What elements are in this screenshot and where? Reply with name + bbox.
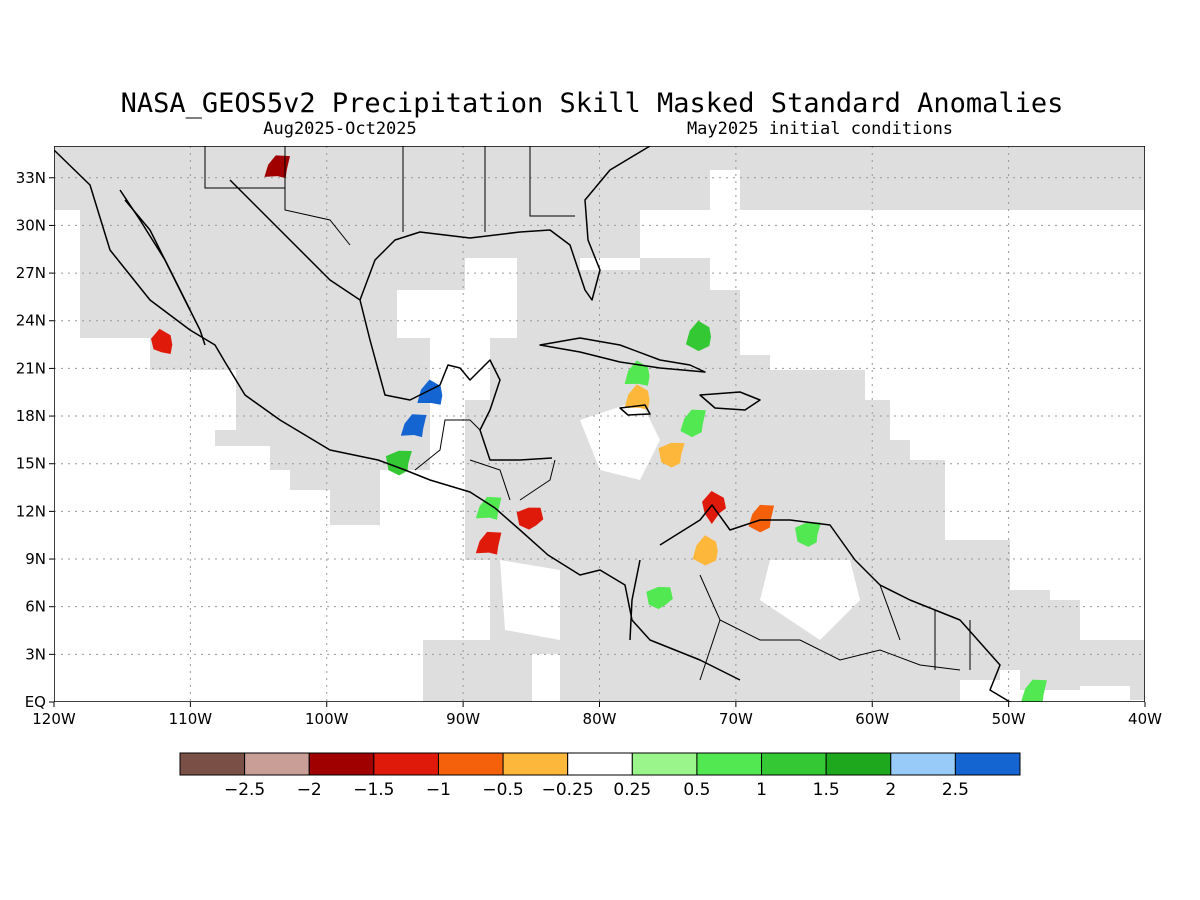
colorbar-label: 2.5 [942, 780, 969, 800]
colorbar-swatch [954, 752, 1021, 776]
colorbar-swatch [179, 752, 246, 776]
lon-tick-label: 70W [719, 710, 753, 728]
lat-tick-label: 30N [16, 216, 46, 234]
lon-tick-label: 90W [446, 710, 480, 728]
anomaly-patch [151, 328, 173, 354]
border-south-america [699, 574, 971, 681]
anomaly-patch [680, 409, 706, 438]
lon-tick-label: 80W [583, 710, 617, 728]
coastline-cuba [539, 337, 706, 373]
lon-tick-label: 120W [32, 710, 76, 728]
lat-tick-label: 9N [25, 550, 46, 568]
colorbar-label: 2 [885, 780, 896, 800]
lat-tick-label: 33N [16, 169, 46, 187]
lon-tick-label: 100W [305, 710, 349, 728]
anomaly-patch [475, 531, 502, 555]
mask-region-northeast [710, 146, 1145, 210]
colorbar-swatch [631, 752, 698, 776]
colorbar-label: 0.25 [613, 780, 651, 800]
coastline-south-america-north [659, 504, 1011, 702]
coastline-gulf-of-mexico [229, 179, 553, 461]
colorbar-label: −0.25 [542, 780, 594, 800]
colorbar-label: 0.5 [683, 780, 710, 800]
lon-tick-label: 110W [169, 710, 213, 728]
colorbar-label: 1.5 [813, 780, 840, 800]
colorbar-label: −1.5 [353, 780, 394, 800]
lat-tick-label: 15N [16, 455, 46, 473]
lat-tick-label: 27N [16, 264, 46, 282]
unmasked-hole-pacific [500, 560, 560, 640]
skill-mask [54, 146, 1145, 702]
colorbar-label: 1 [756, 780, 767, 800]
anomaly-patch [748, 504, 775, 533]
anomaly-patch [1021, 679, 1047, 702]
colorbar-swatch [244, 752, 310, 776]
colorbar-swatch [437, 752, 504, 776]
border-us-states [284, 146, 575, 232]
lon-tick-label: 60W [855, 710, 889, 728]
longitude-axis: 120W 110W 100W 90W 80W 70W 60W 50W 40W [32, 702, 1162, 728]
map-title: NASA_GEOS5v2 Precipitation Skill Masked … [121, 88, 1064, 119]
colorbar-swatch [373, 752, 439, 776]
anomaly-patch [264, 155, 290, 179]
colorbar-swatch [761, 752, 827, 776]
lon-tick-label: 40W [1128, 710, 1162, 728]
mask-region-yucatan-gulf [423, 258, 1145, 702]
colorbar-label: −0.5 [482, 780, 523, 800]
lat-tick-label: 24N [16, 312, 46, 330]
colorbar-swatch [502, 752, 569, 776]
colorbar-swatch [567, 752, 633, 776]
colorbar-label: −2 [297, 780, 322, 800]
coastline-jamaica [619, 404, 651, 416]
border-central-america [414, 419, 556, 501]
coastline-us-gulf-coast [359, 146, 651, 301]
colorbar-swatch [825, 752, 892, 776]
colorbar-swatch [696, 752, 763, 776]
forecast-period: Aug2025-Oct2025 [263, 119, 417, 139]
anomaly-patch [400, 414, 427, 438]
coastlines [54, 146, 1011, 702]
coastline-south-america-west [629, 559, 641, 641]
anomaly-patch [692, 535, 718, 566]
lat-tick-label: 6N [25, 598, 46, 616]
lat-tick-label: 21N [16, 359, 46, 377]
coastline-gulf-of-california [124, 199, 191, 311]
initial-conditions: May2025 initial conditions [687, 119, 953, 139]
political-borders [204, 146, 971, 681]
lat-tick-label: EQ [25, 693, 46, 711]
anomaly-patch [685, 320, 711, 352]
lon-tick-label: 50W [992, 710, 1026, 728]
latitude-axis: EQ 3N 6N 9N 12N 15N 18N 21N 24N 27N 30N 33N [16, 169, 54, 711]
map-area [54, 146, 1145, 702]
colorbar-label: −1 [426, 780, 451, 800]
border-us-mexico [204, 146, 351, 246]
coastline-mexico-central-america [54, 149, 741, 681]
anomaly-layer [151, 155, 1047, 702]
coastline-hispaniola [699, 391, 761, 411]
anomaly-patch [624, 384, 650, 410]
colorbar: −2.5 −2 −1.5 −1 −0.5 −0.25 0.25 0.5 1 1.5 2 2.5 [179, 752, 1021, 800]
unmasked-hole-south-america [760, 560, 860, 640]
anomaly-patch [385, 450, 412, 476]
colorbar-swatch [308, 752, 375, 776]
anomaly-patch [658, 442, 685, 468]
lat-tick-label: 3N [25, 645, 46, 663]
anomaly-patch [516, 507, 544, 530]
graticule [54, 146, 1145, 702]
anomaly-patch [475, 496, 502, 520]
anomaly-patch [624, 360, 650, 386]
colorbar-label: −2.5 [224, 780, 265, 800]
mask-region-mexico-west [54, 146, 710, 525]
anomaly-patch [795, 522, 821, 547]
anomaly-patch [646, 587, 673, 610]
anomaly-patch [417, 379, 443, 405]
lat-tick-label: 18N [16, 407, 46, 425]
lat-tick-label: 12N [16, 502, 46, 520]
colorbar-swatch [890, 752, 956, 776]
